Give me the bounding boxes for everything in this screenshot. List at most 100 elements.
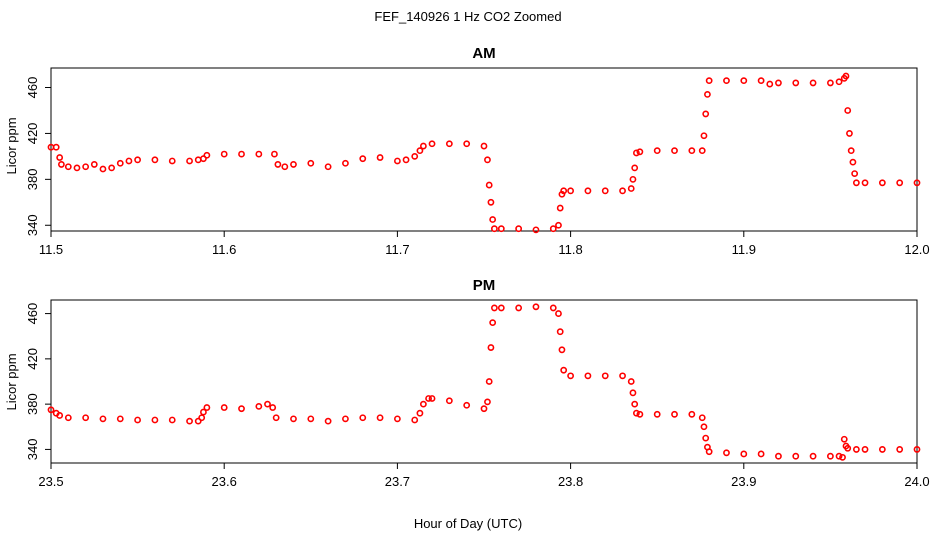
panel-am-data-point [497,225,505,233]
panel-pm-data-point [913,446,921,453]
panel-am-data-point [200,155,207,163]
panel-pm-data-point [203,404,211,411]
panel-am-data-point [73,164,81,172]
panel-am-data-point [702,110,710,118]
panel-pm-data-point [705,448,713,456]
panel-pm-data-point [792,452,800,460]
panel-pm-data-point [740,450,748,458]
panel-pm-data-point [200,408,207,416]
panel-pm-data-point [416,409,424,417]
panel-am-y-tick-label: 380 [25,168,40,190]
panel-am-data-point [842,72,850,80]
panel-am-data-point [168,157,176,165]
panel-pm-data-point [515,304,523,312]
panel-pm-data-point [809,452,817,460]
panel-pm-data-point [47,406,55,414]
panel-am-data-point [515,225,523,233]
panel-am-data-point [134,156,141,164]
panel-am-data-point [290,161,297,168]
panel-am-data-point [775,79,782,87]
panel-am-data-point [151,156,159,164]
panel-am-data-point [704,91,711,98]
panel-pm-data-point [878,446,886,453]
panel-pm-data-point [487,344,495,351]
panel-pm-x-tick-label: 23.7 [385,474,410,489]
panel-pm-data-point [636,410,644,418]
panel-pm-x-tick-label: 23.5 [38,474,63,489]
panel-am-data-point [90,161,98,168]
panel-am-data-point [463,140,471,148]
panel-am-data-point [740,77,748,85]
panel-am-data-point [896,179,904,187]
panel-am-data-point [601,187,609,195]
panel-am-data-point [416,147,424,155]
panel-am-data-point [844,107,852,114]
panel-pm-data-point [480,405,488,413]
panel-am-data-point [671,147,678,155]
panel-pm-data-point [723,449,730,457]
panel-pm-data-point [567,372,574,380]
panel-pm-y-tick-label: 340 [25,439,40,461]
panel-am-data-point [878,179,886,187]
panel-pm-title: PM [473,277,496,294]
panel-am-data-point [489,216,497,223]
panel-am-data-point [194,156,202,164]
panel-am-data-point [57,161,65,168]
panel-pm-data-point [489,319,497,327]
panel-pm-data-point [484,398,491,406]
panel-pm-data-point [151,416,159,424]
panel-am-x-tick-label: 11.7 [385,242,409,257]
panel-am-y-tick-label: 420 [25,123,40,145]
panel-pm-x-tick-label: 23.6 [212,474,237,489]
panel-pm-data-point [861,446,869,453]
panel-pm-data-point [290,415,297,423]
panel-am-data-point [307,159,315,167]
panel-am-data-point [52,143,60,151]
panel-pm-data-point [827,452,834,460]
panel-am-data-point [108,164,116,172]
panel-am-y-axis: 340 380 420 460 [25,77,51,236]
panel-pm-data-point [688,410,696,418]
panel-am-data-point [238,150,245,158]
panel-pm-data-point [560,366,568,374]
panel-am-y-axis-label: Licor ppm [4,117,19,174]
panel-am-data-point [560,187,568,195]
panel-am-x-tick-label: 11.6 [212,242,236,257]
panel-pm-data-point [835,452,843,460]
panel-am-data-point [792,79,800,87]
panel-am-data-point [359,155,367,163]
panel-am-data-point [281,163,289,171]
panel-pm-data-point [556,328,564,336]
panel-pm-data-point [839,453,846,461]
panel-am-data-point [846,130,853,137]
panel-am-data-point [485,181,493,189]
panel-am-data-point [480,142,488,150]
panel-pm-data-point [490,304,498,312]
panel-am-data-point [186,157,193,165]
panel-am-data-point [852,179,860,187]
panel-pm-y-tick-label: 420 [25,348,40,370]
panel-pm-x-tick-label: 23.8 [558,474,583,489]
panel-pm-data-point [238,405,245,413]
panel-pm-y-axis-label: Licor ppm [4,353,19,410]
panel-am-data-point [849,158,857,166]
panel-pm-data-point [631,400,639,408]
panel-pm-data-point [633,409,640,417]
panel-am-data-point [619,187,626,195]
panel-am-data-point [56,154,64,161]
panel-am-data-point [125,157,133,165]
panel-am-data-point [490,225,498,233]
panel-pm-data-point [844,444,852,452]
panel-pm-data-point [342,415,349,423]
panel-am-data-point [393,157,401,165]
panel-pm-data-point [428,395,436,402]
panel-am-data-point [556,204,564,212]
panel-am-data-point [274,161,282,168]
panel-pm-data-point [324,417,332,425]
panel-am-x-tick-label: 12.0 [904,242,929,257]
panel-am-x-axis: 11.5 11.6 11.7 11.8 11.9 12.0 [39,231,930,257]
panel-am-data-point [484,156,491,164]
panel-pm-data-point [419,400,427,408]
panel-am-data-point [419,142,427,150]
